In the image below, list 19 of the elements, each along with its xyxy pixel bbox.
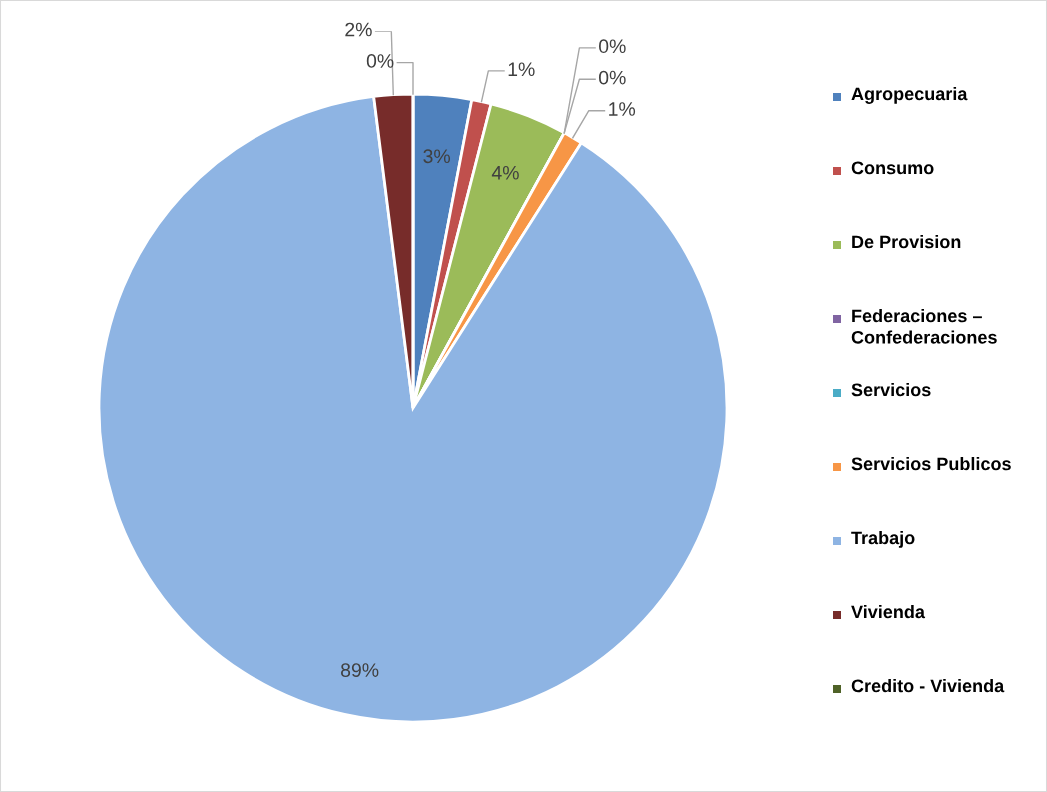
data-label: 2% xyxy=(345,22,372,37)
legend-label: Federaciones – Confederaciones xyxy=(851,309,997,344)
legend-label: Trabajo xyxy=(851,531,915,548)
data-label: 89% xyxy=(341,663,379,677)
data-label: 1% xyxy=(508,62,535,77)
legend-label: Credito - Vivienda xyxy=(851,679,1005,693)
text: 0% xyxy=(599,70,626,85)
legend-label: Servicios xyxy=(851,383,931,397)
data-label: 3% xyxy=(423,149,450,164)
legend-label: Servicios Publicos xyxy=(851,457,1011,471)
legend-label: Agropecuaria xyxy=(851,87,968,104)
data-label: 1% xyxy=(609,102,636,116)
text: 0% xyxy=(599,39,626,54)
legend-label: De Provision xyxy=(852,235,961,249)
pie-slice xyxy=(97,95,729,724)
text: 0% xyxy=(366,54,394,68)
data-label: 4% xyxy=(491,165,519,180)
legend-label: Consumo xyxy=(851,161,934,175)
legend-label: Vivienda xyxy=(851,605,926,619)
